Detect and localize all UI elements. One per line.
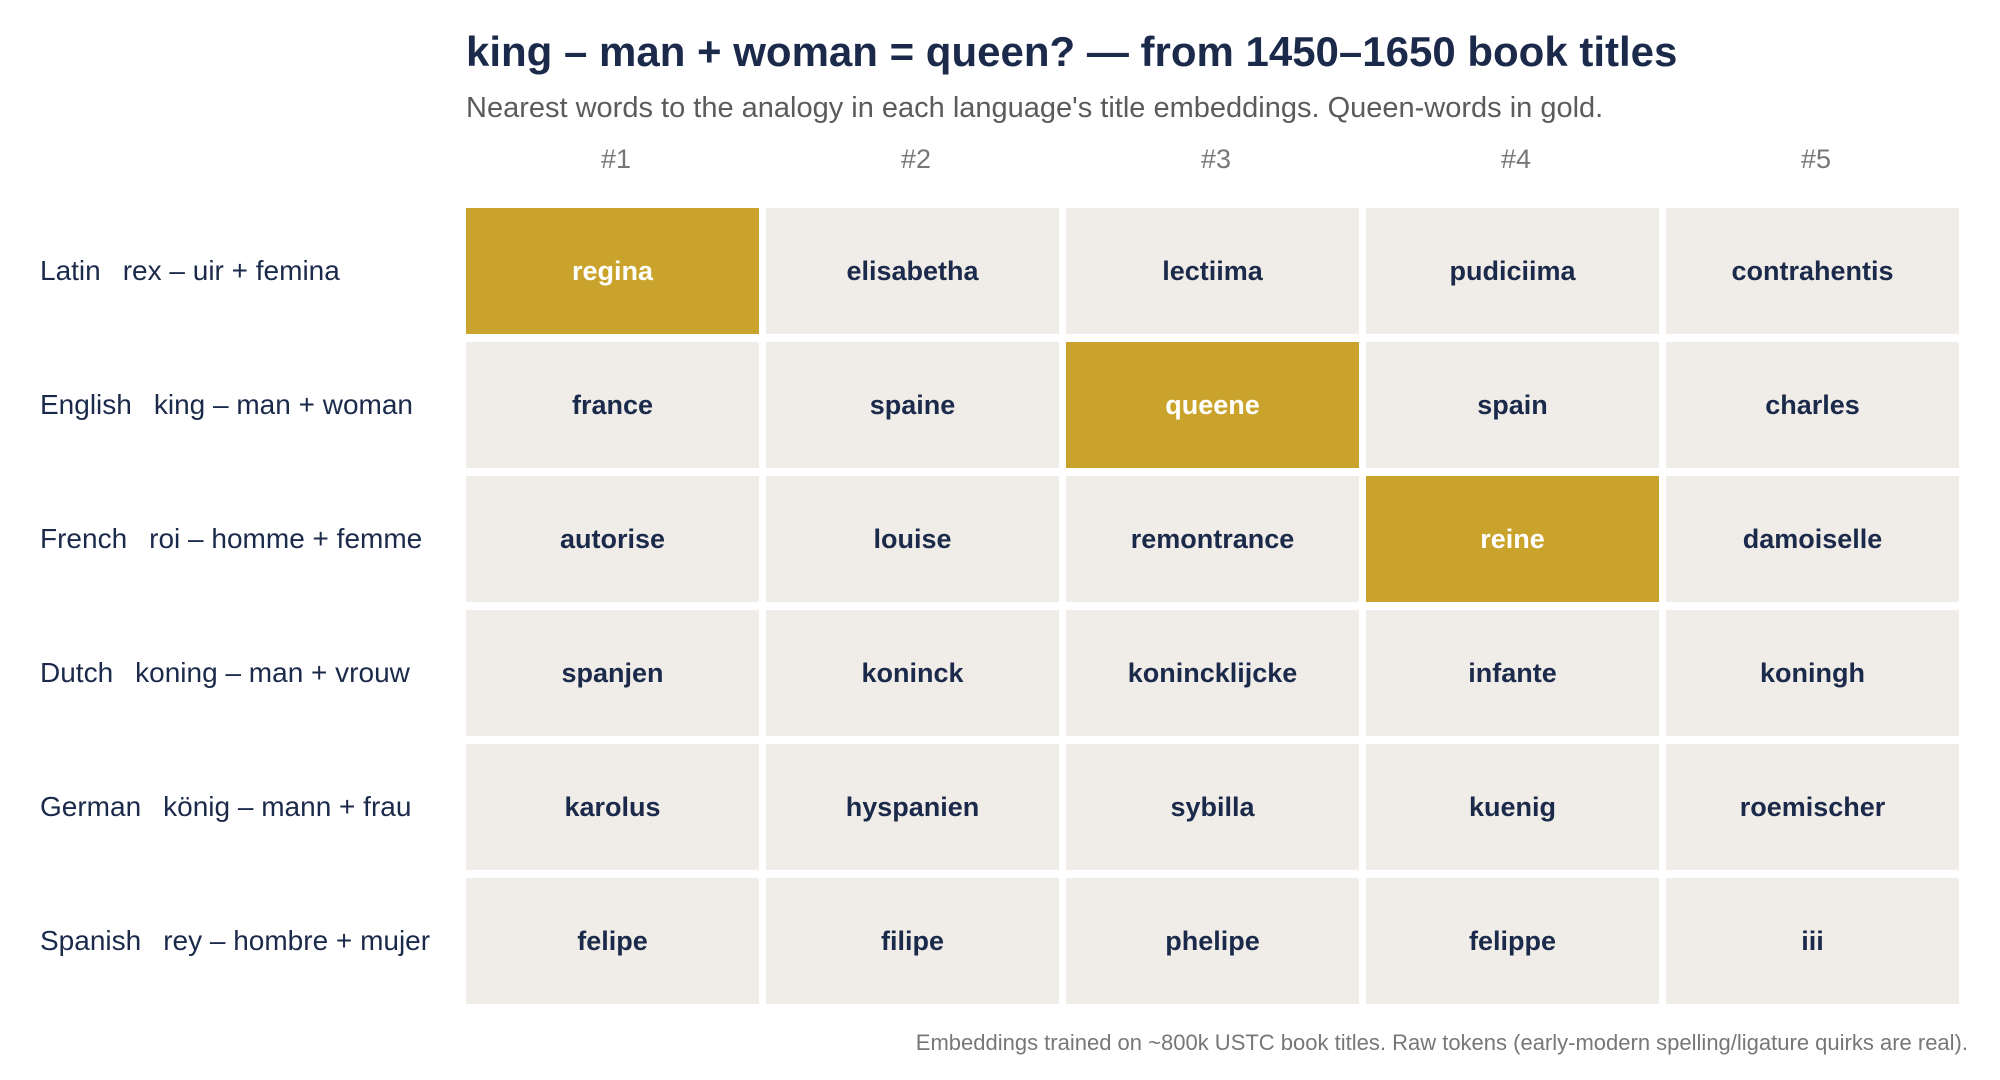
word-cell: spain — [1366, 342, 1659, 468]
word-cell: france — [466, 342, 759, 468]
word-cell: autorise — [466, 476, 759, 602]
row-label-english: English king – man + woman — [40, 342, 413, 468]
word-cell: koninck — [766, 610, 1059, 736]
word-cell: koningh — [1666, 610, 1959, 736]
chart-subtitle: Nearest words to the analogy in each lan… — [466, 92, 1604, 124]
word-cell: felippe — [1366, 878, 1659, 1004]
word-cell: phelipe — [1066, 878, 1359, 1004]
queen-word-cell: regina — [466, 208, 759, 334]
row-analogy: rey – hombre + mujer — [163, 925, 431, 956]
word-cell: iii — [1666, 878, 1959, 1004]
word-cell: spanjen — [466, 610, 759, 736]
column-headers: #1 #2 #3 #4 #5 — [466, 144, 1966, 180]
word-cell: roemischer — [1666, 744, 1959, 870]
word-cell: kuenig — [1366, 744, 1659, 870]
row-language: German — [40, 791, 142, 822]
word-cell: felipe — [466, 878, 759, 1004]
word-cell: charles — [1666, 342, 1959, 468]
word-cell: karolus — [466, 744, 759, 870]
word-cell: hyspanien — [766, 744, 1059, 870]
row-label-latin: Latin rex – uir + femina — [40, 208, 340, 334]
row-language: Dutch — [40, 657, 114, 688]
row-language: French — [40, 523, 128, 554]
row-analogy: rex – uir + femina — [122, 255, 340, 286]
word-cell: contrahentis — [1666, 208, 1959, 334]
column-header-rank-2: #2 — [900, 144, 932, 174]
word-cell: lectiima — [1066, 208, 1359, 334]
row-analogy: king – man + woman — [153, 389, 413, 420]
word-cell: elisabetha — [766, 208, 1059, 334]
word-cell: filipe — [766, 878, 1059, 1004]
word-cell: remontrance — [1066, 476, 1359, 602]
row-language: Spanish — [40, 925, 142, 956]
row-analogy: könig – mann + frau — [163, 791, 412, 822]
queen-word-cell: reine — [1366, 476, 1659, 602]
row-language: Latin — [40, 255, 101, 286]
row-analogy: roi – homme + femme — [149, 523, 423, 554]
row-label-dutch: Dutch koning – man + vrouw — [40, 610, 410, 736]
row-analogy: koning – man + vrouw — [135, 657, 410, 688]
word-cell: louise — [766, 476, 1059, 602]
row-label-spanish: Spanish rey – hombre + mujer — [40, 878, 430, 1004]
word-cell: konincklijcke — [1066, 610, 1359, 736]
word-cell: sybilla — [1066, 744, 1359, 870]
word-cell: infante — [1366, 610, 1659, 736]
chart-footnote: Embeddings trained on ~800k USTC book ti… — [915, 1030, 1968, 1055]
word-grid: regina elisabetha lectiima pudiciima contrah… — [466, 208, 1966, 1008]
queen-word-cell: queene — [1066, 342, 1359, 468]
row-label-french: French roi – homme + femme — [40, 476, 422, 602]
column-header-rank-5: #5 — [1800, 144, 1832, 174]
word-cell: spaine — [766, 342, 1059, 468]
word-cell: pudiciima — [1366, 208, 1659, 334]
column-header-rank-1: #1 — [600, 144, 632, 174]
row-language: English — [40, 389, 132, 420]
row-label-german: German könig – mann + frau — [40, 744, 411, 870]
chart-title: king – man + woman = queen? — from 1450–… — [466, 28, 1678, 75]
word-cell: damoiselle — [1666, 476, 1959, 602]
column-header-rank-4: #4 — [1500, 144, 1532, 174]
column-header-rank-3: #3 — [1200, 144, 1232, 174]
